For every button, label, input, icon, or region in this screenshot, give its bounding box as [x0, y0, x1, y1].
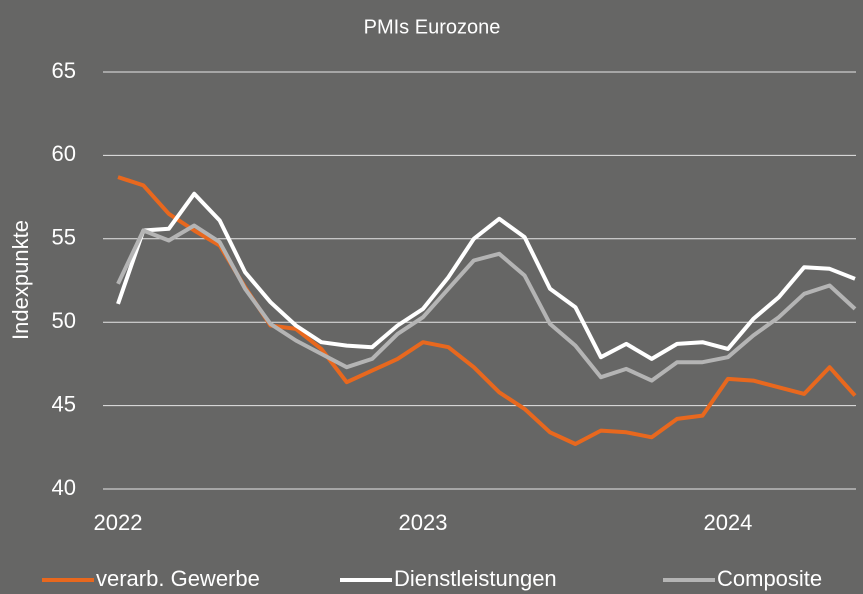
y-tick-label: 45 — [52, 391, 76, 416]
y-tick-label: 60 — [52, 141, 76, 166]
legend-label: verarb. Gewerbe — [96, 566, 260, 591]
x-tick-label: 2023 — [398, 510, 447, 535]
chart-title: PMIs Eurozone — [364, 16, 501, 38]
x-tick-label: 2024 — [703, 510, 752, 535]
legend-label: Composite — [717, 566, 822, 591]
y-tick-label: 65 — [52, 58, 76, 83]
x-tick-label: 2022 — [94, 510, 143, 535]
y-tick-label: 55 — [52, 225, 76, 250]
legend-label: Dienstleistungen — [394, 566, 557, 591]
y-axis-label: Indexpunkte — [8, 220, 33, 340]
line-series — [116, 191, 856, 361]
y-tick-label: 40 — [52, 475, 76, 500]
line-series — [116, 223, 857, 383]
y-tick-label: 50 — [52, 308, 76, 333]
